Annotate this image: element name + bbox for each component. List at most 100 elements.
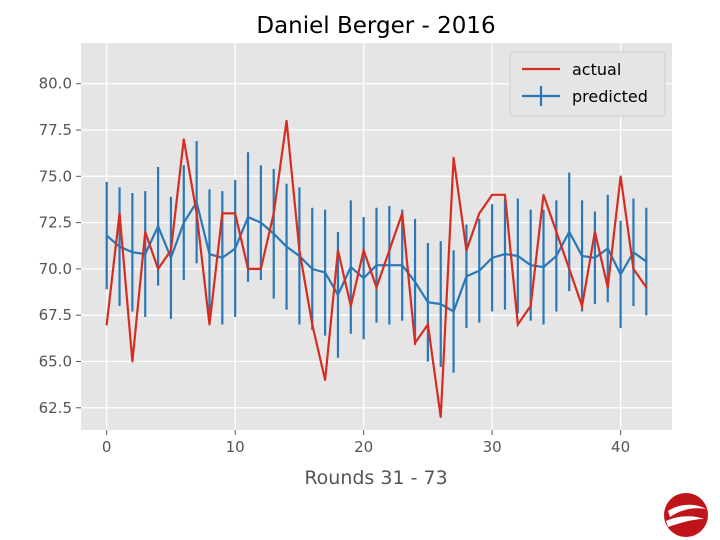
data-point-predicted (542, 266, 545, 269)
x-tick-label: 10 (226, 438, 245, 456)
data-point-actual (632, 267, 635, 270)
data-point-predicted (234, 247, 237, 250)
data-points (105, 119, 648, 419)
data-point-predicted (568, 230, 571, 233)
data-point-actual (208, 323, 211, 326)
data-point-actual (336, 249, 339, 252)
data-point-actual (452, 156, 455, 159)
data-point-actual (131, 360, 134, 363)
data-point-predicted (195, 201, 198, 204)
y-tick-label: 62.5 (39, 399, 72, 417)
data-point-actual (182, 138, 185, 141)
data-point-actual (414, 341, 417, 344)
data-point-predicted (593, 256, 596, 259)
data-point-actual (401, 212, 404, 215)
data-point-predicted (414, 280, 417, 283)
y-tick-label: 75.0 (39, 167, 72, 185)
data-point-actual (234, 212, 237, 215)
data-point-actual (581, 304, 584, 307)
x-tick-label: 30 (483, 438, 502, 456)
data-point-predicted (169, 256, 172, 259)
data-point-predicted (336, 293, 339, 296)
data-point-predicted (478, 269, 481, 272)
x-tick-label: 0 (102, 438, 112, 456)
data-point-actual (221, 212, 224, 215)
data-point-actual (439, 416, 442, 419)
data-point-actual (375, 286, 378, 289)
data-point-actual (349, 304, 352, 307)
data-point-predicted (632, 251, 635, 254)
data-point-predicted (259, 221, 262, 224)
data-point-predicted (465, 275, 468, 278)
data-point-predicted (118, 245, 121, 248)
data-point-predicted (105, 234, 108, 237)
data-point-actual (157, 267, 160, 270)
data-point-actual (298, 249, 301, 252)
data-point-predicted (439, 303, 442, 306)
data-point-predicted (388, 264, 391, 267)
data-point-actual (247, 267, 250, 270)
data-point-predicted (516, 254, 519, 257)
data-point-predicted (285, 245, 288, 248)
y-tick-label: 65.0 (39, 352, 72, 370)
logo-icon (664, 493, 708, 537)
data-point-actual (311, 323, 314, 326)
y-tick-label: 70.0 (39, 260, 72, 278)
data-point-predicted (182, 221, 185, 224)
data-point-predicted (581, 254, 584, 257)
data-point-actual (195, 212, 198, 215)
y-tick-labels: 62.5 65.0 67.5 70.0 72.5 75.0 77.5 80.0 (39, 75, 81, 417)
data-point-predicted (452, 310, 455, 313)
y-tick-label: 80.0 (39, 75, 72, 93)
data-point-actual (555, 230, 558, 233)
data-point-predicted (503, 253, 506, 256)
x-tick-label: 20 (354, 438, 373, 456)
data-point-predicted (311, 267, 314, 270)
data-point-actual (491, 193, 494, 196)
data-point-actual (169, 249, 172, 252)
data-point-predicted (298, 254, 301, 257)
x-tick-label: 40 (611, 438, 630, 456)
data-point-actual (362, 249, 365, 252)
data-point-predicted (555, 254, 558, 257)
y-tick-label: 72.5 (39, 214, 72, 232)
data-point-predicted (426, 301, 429, 304)
data-point-predicted (362, 277, 365, 280)
data-point-predicted (349, 266, 352, 269)
legend[interactable]: actual predicted (509, 51, 666, 117)
data-point-actual (529, 304, 532, 307)
data-point-actual (568, 267, 571, 270)
data-point-actual (388, 249, 391, 252)
data-point-predicted (144, 253, 147, 256)
data-point-actual (503, 193, 506, 196)
data-point-predicted (157, 225, 160, 228)
chart-title: Daniel Berger - 2016 (256, 13, 495, 39)
x-tick-labels: 0 10 20 30 40 (102, 430, 630, 456)
data-point-actual (645, 286, 648, 289)
data-point-predicted (375, 264, 378, 267)
data-point-predicted (645, 260, 648, 263)
data-point-actual (426, 323, 429, 326)
data-point-predicted (247, 216, 250, 219)
data-point-actual (606, 286, 609, 289)
x-axis-title: Rounds 31 - 73 (304, 467, 447, 489)
data-point-predicted (491, 256, 494, 259)
data-point-predicted (401, 264, 404, 267)
data-point-actual (478, 212, 481, 215)
legend-label-predicted: predicted (572, 87, 648, 106)
data-point-predicted (529, 264, 532, 267)
data-point-predicted (208, 253, 211, 256)
data-point-predicted (221, 256, 224, 259)
data-point-actual (516, 323, 519, 326)
data-point-actual (272, 212, 275, 215)
data-point-actual (105, 323, 108, 326)
data-point-actual (285, 119, 288, 122)
data-point-predicted (324, 271, 327, 274)
data-point-predicted (619, 273, 622, 276)
y-tick-label: 67.5 (39, 306, 72, 324)
legend-label-actual: actual (572, 60, 621, 79)
y-tick-label: 77.5 (39, 121, 72, 139)
data-point-predicted (606, 247, 609, 250)
data-point-actual (593, 230, 596, 233)
